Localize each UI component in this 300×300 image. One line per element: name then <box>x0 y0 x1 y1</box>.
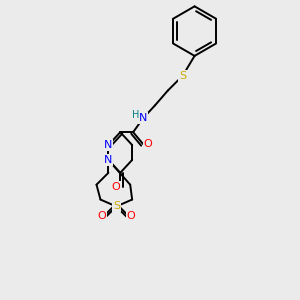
Text: N: N <box>139 113 147 123</box>
Text: O: O <box>97 212 106 221</box>
Text: O: O <box>144 139 152 149</box>
Text: S: S <box>179 71 186 81</box>
Text: N: N <box>104 140 112 150</box>
Text: H: H <box>132 110 140 120</box>
Text: O: O <box>127 212 136 221</box>
Text: S: S <box>113 202 120 212</box>
Text: O: O <box>111 182 120 192</box>
Text: N: N <box>104 155 112 165</box>
